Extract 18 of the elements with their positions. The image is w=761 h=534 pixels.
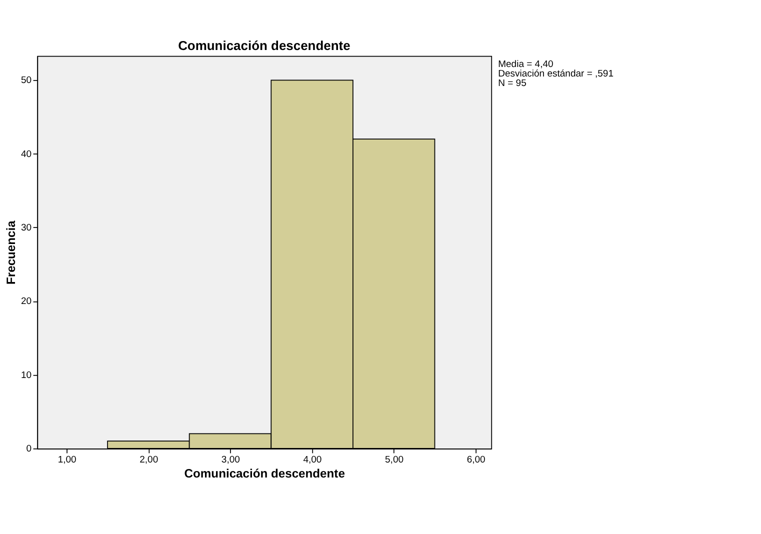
y-tick-label: 0 <box>26 443 32 454</box>
x-tick-label: 4,00 <box>303 454 322 466</box>
x-tick-label: 5,00 <box>385 454 404 466</box>
y-axis-title: Frecuencia <box>4 220 18 285</box>
y-tick-label: 40 <box>20 148 32 160</box>
x-tick-label: 6,00 <box>466 454 486 466</box>
x-tick-label: 3,00 <box>221 454 240 466</box>
chart-title: Comunicación descendente <box>178 38 350 53</box>
y-tick-label: 20 <box>20 296 32 308</box>
x-axis-title: Comunicación descendente <box>184 466 346 480</box>
text: Desviación estándar = ,591 <box>498 68 614 80</box>
y-tick-label: 50 <box>20 75 32 86</box>
y-tick-label: 30 <box>20 222 32 234</box>
x-tick-label: 1,00 <box>58 454 76 466</box>
x-tick-label: 2,00 <box>140 454 158 466</box>
text: N = 95 <box>498 78 526 90</box>
y-tick-label: 10 <box>20 370 32 381</box>
text: Media = 4,40 <box>498 59 554 70</box>
